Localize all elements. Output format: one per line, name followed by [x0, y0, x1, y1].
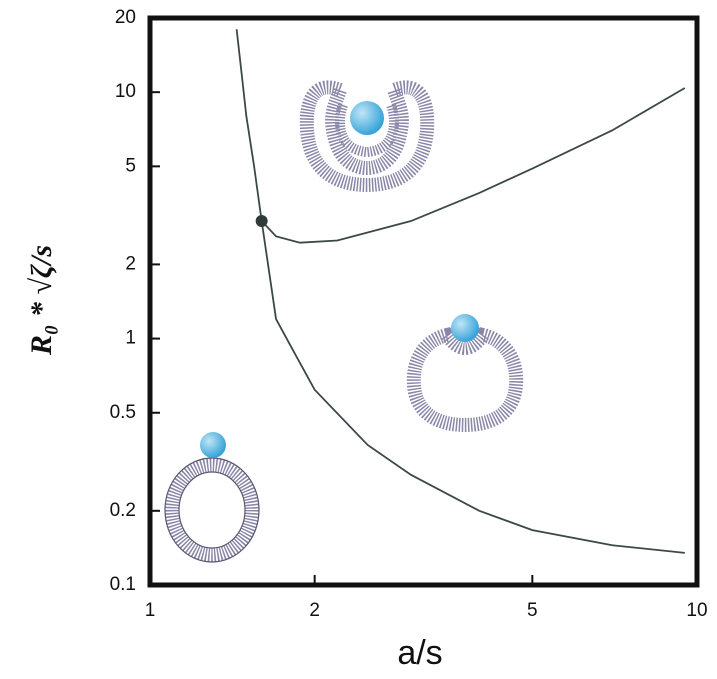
y-tick-label: 0.5	[110, 402, 136, 423]
y-tick-label: 0.1	[110, 574, 136, 595]
curve	[235, 29, 685, 554]
x-tick-label: 5	[527, 600, 538, 621]
y-tick-label: 0.2	[110, 500, 136, 521]
x-tick-label: 10	[686, 600, 707, 621]
y-tick-label: 20	[115, 7, 136, 28]
x-tick-label: 2	[309, 600, 320, 621]
y-tick-label: 10	[115, 81, 136, 102]
x-axis-label: a/s	[397, 634, 442, 672]
y-tick-label: 1	[125, 328, 136, 349]
y-axis-label: R₀ * √ζ/s	[25, 245, 58, 356]
vesicle-wrapped	[299, 80, 435, 193]
plot-frame	[147, 15, 700, 588]
point	[255, 215, 268, 228]
illustrations	[164, 80, 524, 563]
x-tick-label: 1	[145, 600, 156, 621]
vesicle-partial	[406, 314, 524, 433]
plot-area: 0.1 0.2 0.5 1 2 5 10 20 1 2 5 10	[110, 7, 708, 621]
y-tick-label: 5	[125, 155, 136, 176]
curve	[260, 87, 686, 244]
y-tick-label: 2	[125, 253, 136, 274]
vesicle-free	[164, 432, 260, 563]
